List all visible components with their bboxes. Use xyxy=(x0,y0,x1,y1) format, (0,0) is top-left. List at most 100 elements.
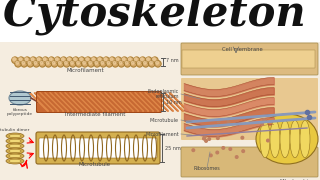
Circle shape xyxy=(46,61,49,64)
Circle shape xyxy=(267,139,269,142)
Circle shape xyxy=(95,61,98,64)
Circle shape xyxy=(115,57,122,63)
FancyBboxPatch shape xyxy=(181,43,318,75)
FancyBboxPatch shape xyxy=(181,147,318,177)
Text: Microfilament: Microfilament xyxy=(66,68,104,73)
Ellipse shape xyxy=(6,133,24,139)
Circle shape xyxy=(52,61,55,64)
Ellipse shape xyxy=(270,120,280,158)
Circle shape xyxy=(63,61,70,67)
Text: Microtubule: Microtubule xyxy=(79,162,111,167)
Text: Ribosomes: Ribosomes xyxy=(194,166,220,171)
Circle shape xyxy=(227,121,230,123)
Ellipse shape xyxy=(9,91,31,105)
Ellipse shape xyxy=(260,120,270,158)
Circle shape xyxy=(48,57,55,63)
Circle shape xyxy=(28,61,31,64)
Circle shape xyxy=(210,154,212,157)
Ellipse shape xyxy=(6,158,24,164)
Circle shape xyxy=(203,136,206,138)
Circle shape xyxy=(24,57,30,63)
Circle shape xyxy=(86,58,89,61)
Text: 10 nm: 10 nm xyxy=(166,100,182,105)
Ellipse shape xyxy=(9,144,21,148)
Circle shape xyxy=(124,61,131,67)
Circle shape xyxy=(13,58,16,61)
Ellipse shape xyxy=(6,153,24,159)
Circle shape xyxy=(148,61,155,67)
Circle shape xyxy=(217,137,219,139)
Circle shape xyxy=(146,57,152,63)
Circle shape xyxy=(12,57,18,63)
Circle shape xyxy=(130,61,137,67)
Circle shape xyxy=(21,61,27,67)
Circle shape xyxy=(55,58,58,61)
Circle shape xyxy=(119,61,122,64)
Circle shape xyxy=(39,61,45,67)
Circle shape xyxy=(49,58,52,61)
Circle shape xyxy=(57,61,64,67)
Circle shape xyxy=(142,61,149,67)
Circle shape xyxy=(192,149,195,152)
Circle shape xyxy=(42,57,49,63)
Circle shape xyxy=(156,61,158,64)
Circle shape xyxy=(101,61,104,64)
Circle shape xyxy=(54,57,61,63)
Circle shape xyxy=(97,57,103,63)
Text: Microtubule: Microtubule xyxy=(150,118,179,123)
Circle shape xyxy=(43,58,46,61)
Text: 7 nm: 7 nm xyxy=(166,57,179,62)
Circle shape xyxy=(208,138,211,140)
Circle shape xyxy=(16,61,19,64)
Circle shape xyxy=(155,61,161,67)
Circle shape xyxy=(67,57,73,63)
Ellipse shape xyxy=(9,134,21,138)
Circle shape xyxy=(263,119,265,121)
Circle shape xyxy=(147,58,149,61)
Text: Cell membrane: Cell membrane xyxy=(222,47,263,52)
Ellipse shape xyxy=(9,159,21,163)
Text: Intermediate filament: Intermediate filament xyxy=(65,112,125,117)
Circle shape xyxy=(152,57,158,63)
Circle shape xyxy=(92,58,95,61)
Circle shape xyxy=(18,57,24,63)
Circle shape xyxy=(242,150,244,152)
Circle shape xyxy=(143,61,146,64)
Text: Mitochondrion: Mitochondrion xyxy=(280,179,315,180)
Circle shape xyxy=(109,57,116,63)
Circle shape xyxy=(22,61,25,64)
Circle shape xyxy=(127,57,134,63)
Circle shape xyxy=(125,61,128,64)
Circle shape xyxy=(19,58,22,61)
Circle shape xyxy=(64,61,67,64)
Circle shape xyxy=(89,61,92,64)
Circle shape xyxy=(40,61,43,64)
Ellipse shape xyxy=(280,120,290,158)
Circle shape xyxy=(70,61,73,64)
Circle shape xyxy=(103,57,109,63)
Ellipse shape xyxy=(256,114,318,164)
Bar xyxy=(0,0,320,42)
Circle shape xyxy=(85,57,91,63)
Circle shape xyxy=(137,61,140,64)
Circle shape xyxy=(76,61,79,64)
Circle shape xyxy=(45,61,52,67)
Circle shape xyxy=(134,58,137,61)
Circle shape xyxy=(149,61,152,64)
Circle shape xyxy=(33,61,39,67)
Ellipse shape xyxy=(9,154,21,158)
Circle shape xyxy=(140,57,146,63)
Circle shape xyxy=(217,120,220,123)
Circle shape xyxy=(118,61,124,67)
Bar xyxy=(0,42,320,180)
FancyBboxPatch shape xyxy=(39,138,157,158)
Circle shape xyxy=(79,57,85,63)
Circle shape xyxy=(31,58,34,61)
Ellipse shape xyxy=(6,143,24,149)
Circle shape xyxy=(107,61,110,64)
Circle shape xyxy=(36,57,43,63)
Circle shape xyxy=(88,61,94,67)
Ellipse shape xyxy=(9,149,21,153)
Circle shape xyxy=(37,58,40,61)
Circle shape xyxy=(121,57,128,63)
